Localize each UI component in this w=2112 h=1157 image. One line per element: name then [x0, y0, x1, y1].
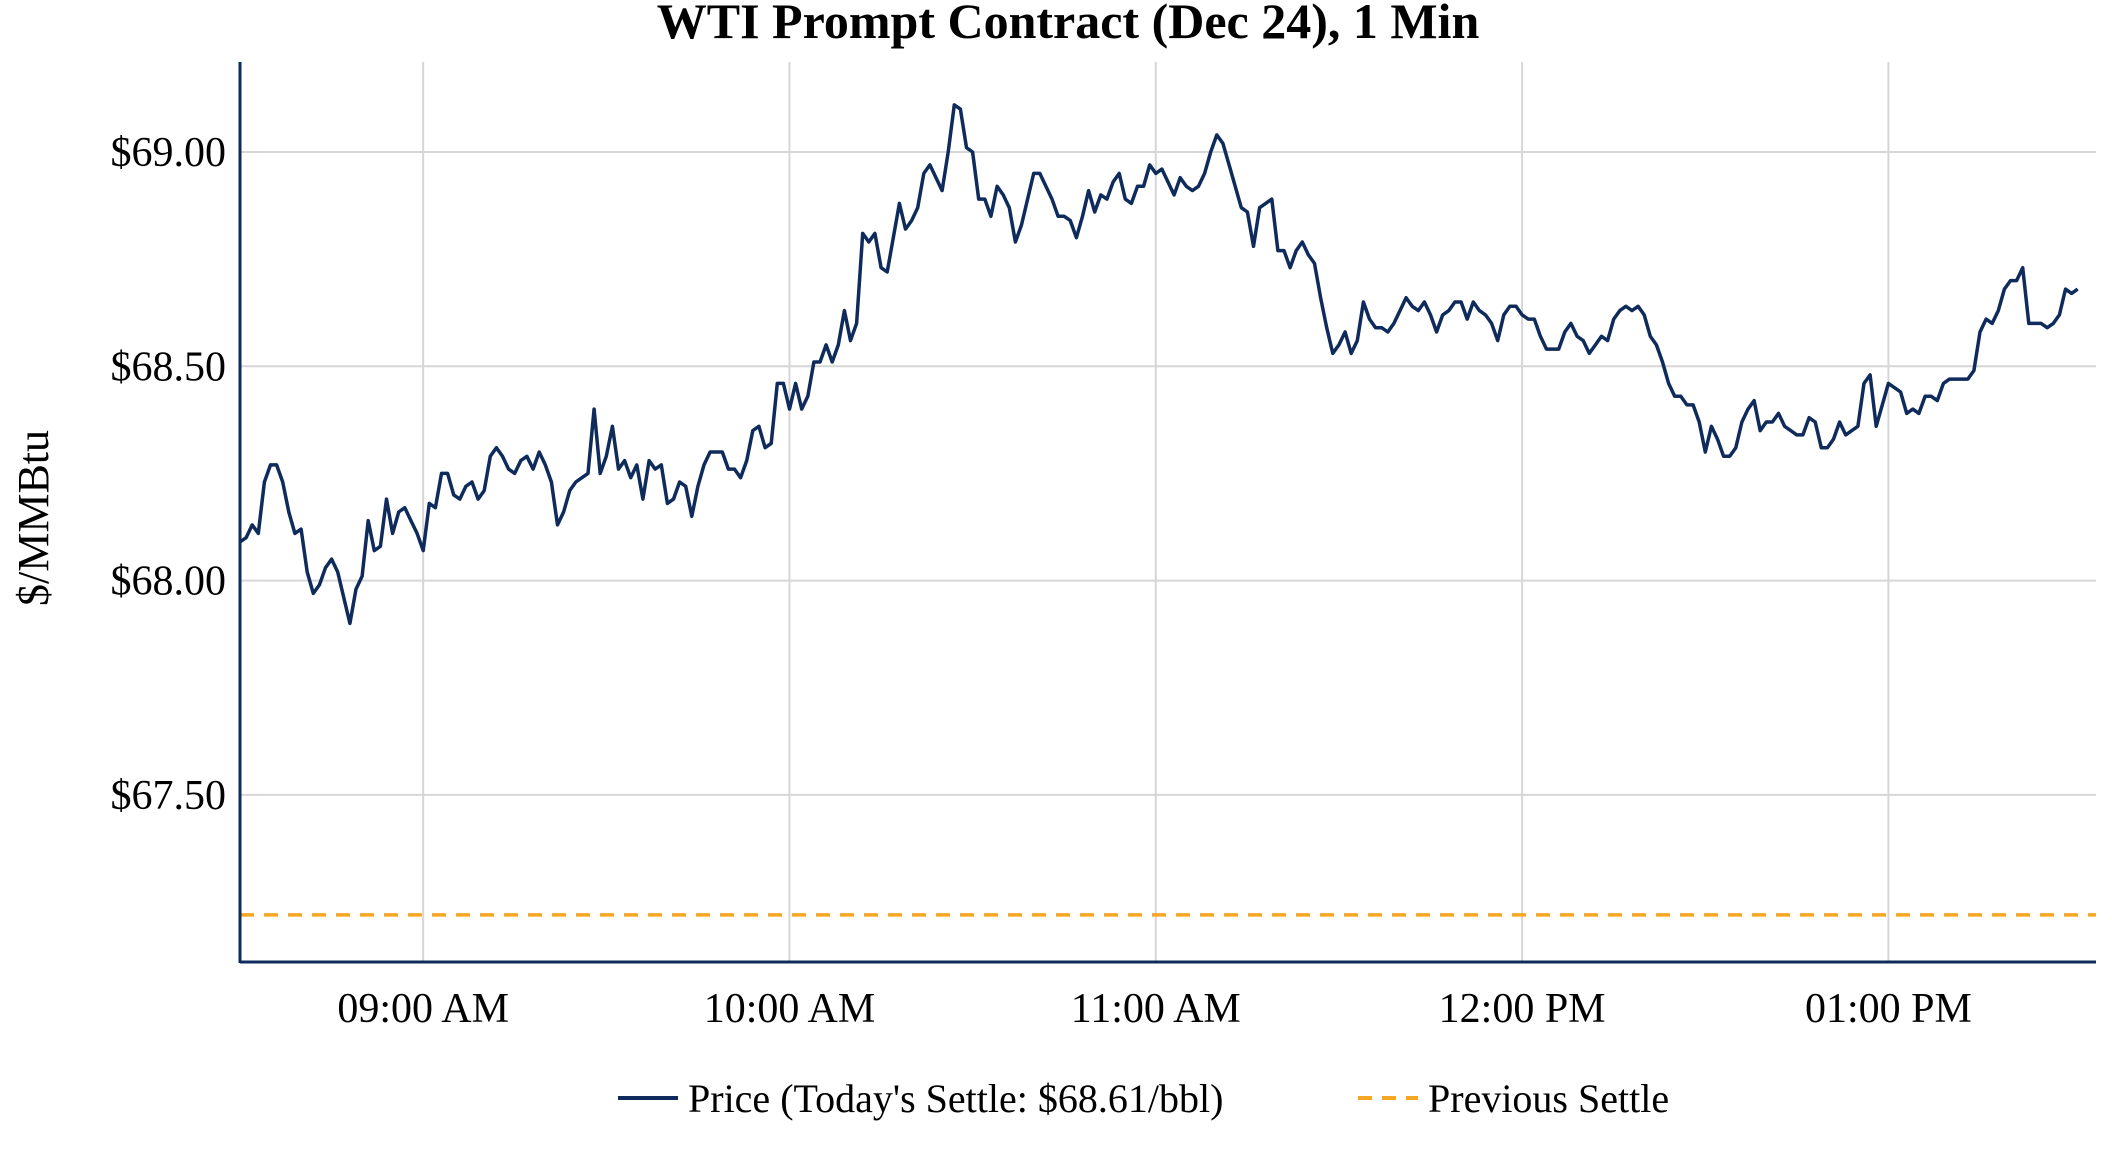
price-line — [238, 103, 2079, 626]
x-tick-label: 11:00 AM — [1071, 986, 1241, 1032]
legend: Price (Today's Settle: $68.61/bbl) Previ… — [618, 1076, 1669, 1121]
legend-previous-settle-label: Previous Settle — [1428, 1076, 1669, 1121]
legend-price-label: Price (Today's Settle: $68.61/bbl) — [688, 1076, 1223, 1121]
y-tick-label: $68.00 — [111, 559, 227, 605]
y-tick-labels: $67.50 $68.00 $68.50 $69.00 — [111, 130, 227, 819]
x-tick-label: 09:00 AM — [337, 986, 509, 1032]
y-tick-label: $68.50 — [111, 344, 227, 390]
y-axis-label: $/MMBtu — [9, 430, 58, 606]
y-tick-label: $69.00 — [111, 130, 227, 176]
x-tick-labels: 09:00 AM 10:00 AM 11:00 AM 12:00 PM 01:00 PM — [337, 986, 1971, 1032]
chart-title: WTI Prompt Contract (Dec 24), 1 Min — [657, 0, 1480, 49]
x-tick-label: 12:00 PM — [1439, 986, 1606, 1032]
y-tick-label: $67.50 — [111, 773, 227, 819]
series-layer — [238, 103, 2096, 917]
x-tick-label: 01:00 PM — [1805, 986, 1972, 1032]
axes-layer — [238, 62, 2096, 964]
x-tick-label: 10:00 AM — [704, 986, 876, 1032]
grid-layer — [240, 62, 2096, 962]
